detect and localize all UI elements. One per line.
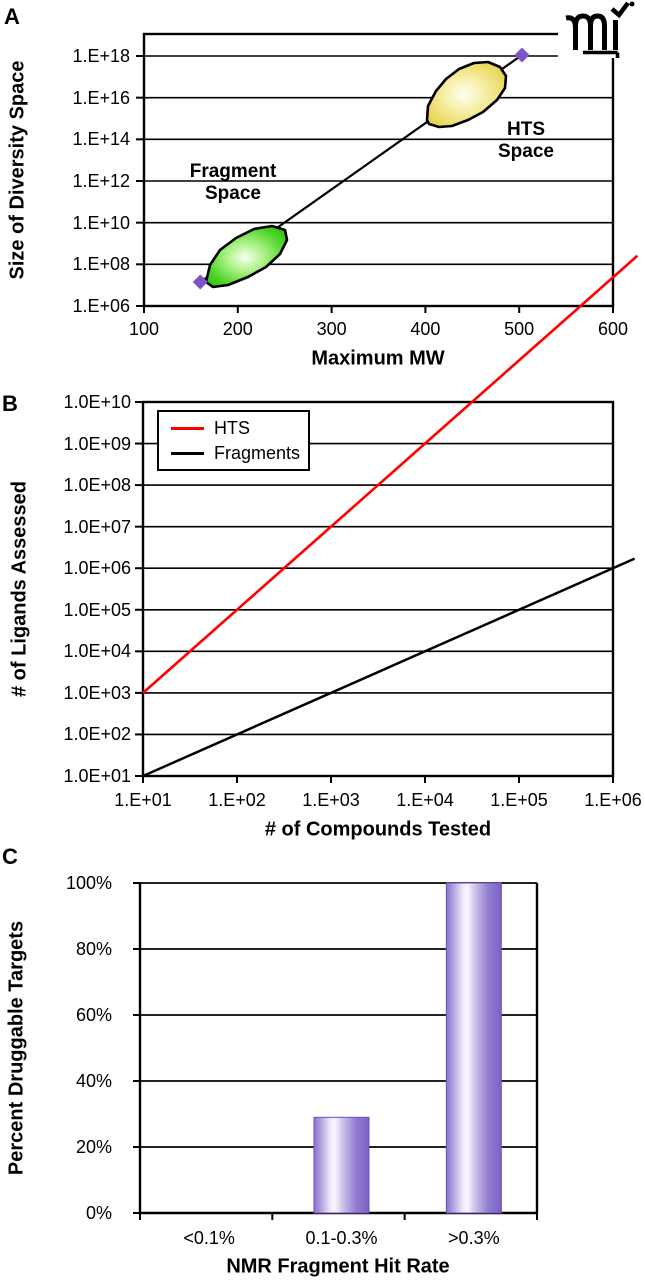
panel-b-y-tick-label: 1.0E+04 xyxy=(63,641,131,662)
panel-a-x-tick-label: 300 xyxy=(316,319,347,339)
start-diamond-marker xyxy=(192,274,208,290)
panel-c-y-tick-label: 100% xyxy=(65,873,112,893)
fragment-space-blob xyxy=(204,224,289,289)
panel-c-y-tick-label: 80% xyxy=(75,939,112,959)
panel-b-x-tick-label: 1.E+02 xyxy=(208,790,266,810)
fragments-line xyxy=(142,557,636,778)
panel-b-y-tick-label: 1.0E+09 xyxy=(63,433,131,454)
panel-c-x-category-label: 0.1-0.3% xyxy=(305,1228,378,1248)
fragment-space-annotation-line1: Fragment xyxy=(189,161,277,182)
panel-a-y-tick-label: 1.E+06 xyxy=(72,296,130,316)
panel-b-plot xyxy=(135,400,636,783)
hts-space-annotation: HTS Space xyxy=(498,119,554,163)
panel-a-x-tick-label: 100 xyxy=(128,319,160,339)
fragment-space-annotation: Fragment Space xyxy=(190,161,277,205)
panel-b-x-tick-label: 1.E+05 xyxy=(490,790,548,810)
bar-0.1-0.3% xyxy=(313,1116,370,1214)
fragment-space-annotation-line2: Space xyxy=(205,183,261,204)
panel-a-y-tick-label: 1.E+16 xyxy=(72,87,130,108)
mi-logo-underline xyxy=(583,50,620,58)
panel-a-x-tick-label: 400 xyxy=(410,319,441,339)
panel-b-x-axis-title: # of Compounds Tested xyxy=(264,818,492,841)
panel-c-y-tick-label: 0% xyxy=(85,1203,112,1223)
legend: HTS Fragments xyxy=(157,410,310,471)
panel-a-y-tick-label: 1.E+10 xyxy=(72,212,130,233)
panel-b-x-tick-label: 1.E+06 xyxy=(584,790,642,810)
panel-label-c: C xyxy=(2,844,18,869)
panel-b-x-tick-label: 1.E+03 xyxy=(302,790,360,810)
end-diamond-marker xyxy=(514,47,530,63)
panel-a-x-axis-title: Maximum MW xyxy=(311,347,445,370)
panel-c-y-tick-label: 20% xyxy=(75,1137,112,1157)
legend-hts-label: HTS xyxy=(214,418,250,438)
mi-logo-background xyxy=(558,0,645,58)
panel-b-y-tick-label: 1.0E+06 xyxy=(63,558,131,579)
legend-row-fragments: Fragments xyxy=(171,444,308,462)
panel-a-y-axis-title: Size of Diversity Space xyxy=(6,60,29,280)
panel-b-y-axis-title: # of Ligands Assessed xyxy=(8,481,31,697)
panel-c-x-axis-title: NMR Fragment Hit Rate xyxy=(226,1255,450,1278)
panel-b-y-tick-label: 1.0E+01 xyxy=(63,766,131,786)
panel-a-x-tick-label: 500 xyxy=(504,319,535,339)
panel-c-y-tick-label: 40% xyxy=(75,1071,112,1091)
panel-label-b: B xyxy=(2,391,18,416)
panel-b-y-tick-label: 1.0E+03 xyxy=(63,682,131,703)
mi-logo-m-glyph xyxy=(565,13,607,50)
hts-space-annotation-line2: Space xyxy=(498,141,554,162)
panel-b-y-tick-label: 1.0E+05 xyxy=(63,599,131,620)
mi-logo-i-glyph xyxy=(610,1,630,50)
bar->0.3% xyxy=(445,882,502,1214)
mi-logo-dot xyxy=(629,1,635,7)
panel-b-y-tick-label: 1.0E+02 xyxy=(63,724,131,745)
panel-c-x-category-label: <0.1% xyxy=(183,1228,235,1248)
panel-b-frame xyxy=(141,400,615,778)
hts-space-blob xyxy=(425,60,508,129)
panel-b-y-tick-label: 1.0E+10 xyxy=(63,391,131,412)
hts-space-annotation-line1: HTS xyxy=(506,119,545,140)
panel-a-plot xyxy=(136,32,615,313)
panel-a-y-tick-label: 1.E+12 xyxy=(72,171,130,191)
panel-a-frame xyxy=(142,32,615,308)
panel-c-y-tick-label: 60% xyxy=(75,1005,112,1025)
panel-b-y-tick-label: 1.0E+08 xyxy=(63,475,131,496)
panel-a-y-tick-label: 1.E+14 xyxy=(72,129,130,150)
panel-a-y-tick-label: 1.E+18 xyxy=(72,46,130,66)
panel-a-x-tick-label: 600 xyxy=(597,319,629,339)
panel-label-a: A xyxy=(4,4,20,29)
mi-logo xyxy=(558,0,645,58)
panel-c-plot xyxy=(133,882,539,1220)
legend-fragments-label: Fragments xyxy=(214,443,301,463)
panel-b-x-tick-label: 1.E+01 xyxy=(114,790,172,810)
panel-c-y-axis-title: Percent Druggable Targets xyxy=(5,920,28,1176)
panel-b-y-tick-label: 1.0E+07 xyxy=(63,516,131,537)
hts-line xyxy=(142,254,639,694)
panel-c-x-category-label: >0.3% xyxy=(448,1228,500,1248)
legend-fragments-swatch xyxy=(171,451,204,455)
legend-hts-swatch xyxy=(171,426,204,430)
panel-b-x-tick-label: 1.E+04 xyxy=(396,790,454,810)
panel-a-x-tick-label: 200 xyxy=(222,319,253,339)
legend-row-hts: HTS xyxy=(171,419,308,437)
panel-a-y-tick-label: 1.E+08 xyxy=(72,254,130,275)
